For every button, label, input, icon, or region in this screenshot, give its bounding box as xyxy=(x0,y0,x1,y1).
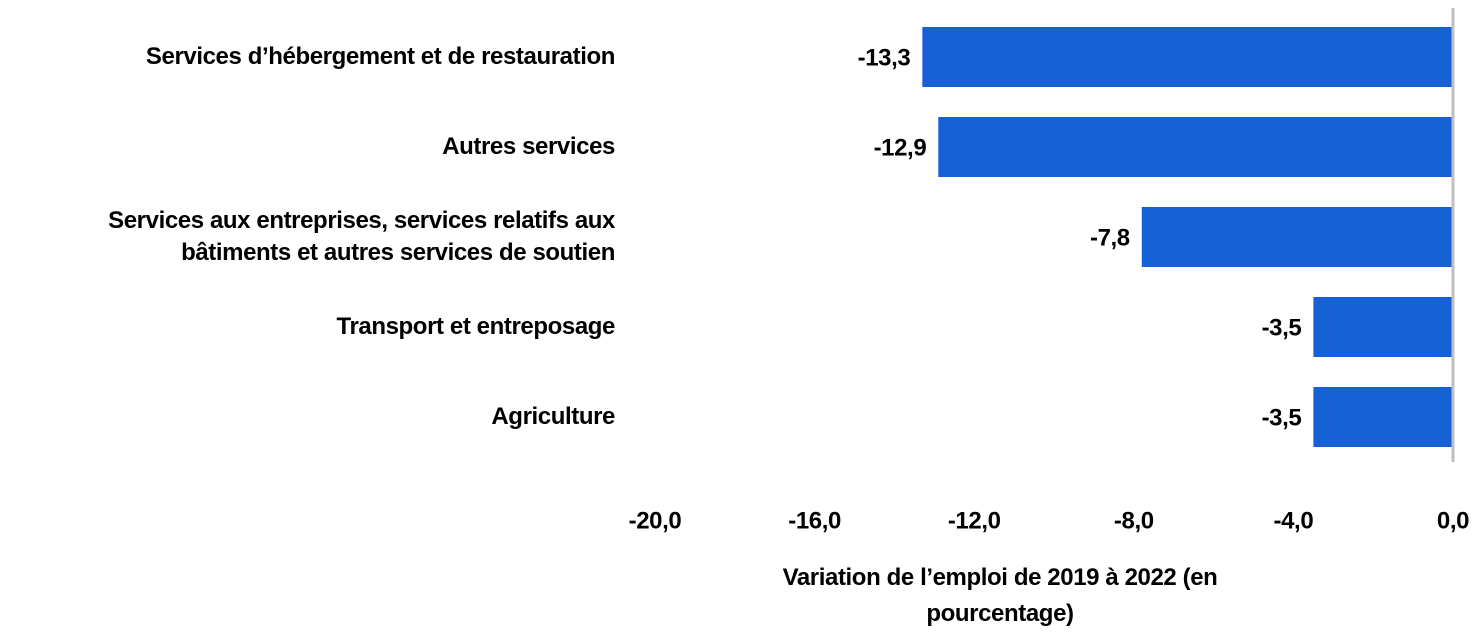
y-tick-label: Transport et entreposage xyxy=(336,313,616,340)
value-label: -13,3 xyxy=(858,44,911,71)
bar xyxy=(1313,387,1453,447)
bar xyxy=(922,27,1453,87)
y-tick-label: Services d’hébergement et de restauratio… xyxy=(145,43,616,70)
x-tick-label: -12,0 xyxy=(948,507,1001,534)
bar xyxy=(1313,297,1453,357)
value-label: -7,8 xyxy=(1090,224,1130,251)
value-label: -3,5 xyxy=(1262,404,1302,431)
x-tick-label: -4,0 xyxy=(1274,507,1314,534)
y-tick-label: Autres services xyxy=(442,133,615,160)
bar xyxy=(1141,207,1453,267)
x-tick-label: -20,0 xyxy=(629,507,682,534)
value-label: -12,9 xyxy=(874,134,927,161)
x-tick-label: -8,0 xyxy=(1114,507,1154,534)
bar xyxy=(938,117,1453,177)
y-tick-label: Agriculture xyxy=(491,403,615,430)
x-tick-label: 0,0 xyxy=(1437,507,1469,534)
x-tick-label: -16,0 xyxy=(788,507,841,534)
x-axis-label: Variation de l’emploi de 2019 à 2022 (en… xyxy=(782,564,1218,627)
y-tick-label: Services aux entreprises, services relat… xyxy=(108,207,615,266)
value-label: -3,5 xyxy=(1262,314,1302,341)
